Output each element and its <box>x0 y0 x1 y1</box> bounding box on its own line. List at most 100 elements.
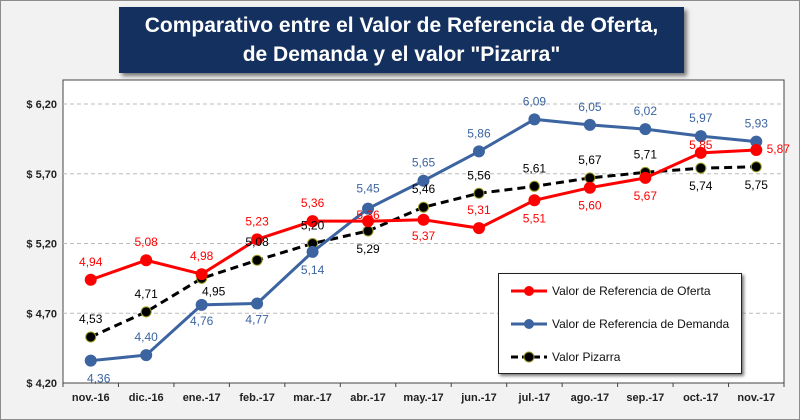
data-point <box>583 181 596 194</box>
data-point <box>418 201 429 213</box>
legend-label-demanda: Valor de Referencia de Demanda <box>552 317 730 331</box>
data-label: 5,86 <box>467 126 491 140</box>
x-tick-label: nov.-17 <box>737 392 775 404</box>
data-label: 5,97 <box>689 111 713 125</box>
data-point <box>695 162 707 174</box>
data-point <box>306 245 319 258</box>
data-point <box>528 194 541 207</box>
data-label: 5,60 <box>578 199 602 213</box>
y-tick-label: $ 4,70 <box>26 308 57 320</box>
data-label: 5,36 <box>301 196 325 210</box>
x-tick-label: jul.-17 <box>518 392 551 404</box>
data-label: 5,75 <box>745 178 769 192</box>
data-label: 5,65 <box>412 156 436 170</box>
chart-title: Comparativo entre el Valor de Referencia… <box>144 14 659 66</box>
data-point <box>750 135 763 148</box>
data-label: 5,74 <box>689 179 713 193</box>
x-tick-label: may.-17 <box>403 392 443 404</box>
data-label: 5,37 <box>412 229 436 243</box>
data-label: 5,45 <box>356 182 380 196</box>
legend-label-oferta: Valor de Referencia de Oferta <box>552 284 711 298</box>
x-tick-label: nov.-16 <box>72 392 110 404</box>
data-label: 5,93 <box>745 117 769 131</box>
data-point <box>362 215 375 228</box>
data-label: 5,85 <box>689 138 713 152</box>
data-point <box>473 187 485 199</box>
legend-item-pizarra: Valor Pizarra <box>509 347 620 367</box>
data-label: 5,71 <box>634 147 658 161</box>
data-label: 5,31 <box>467 203 491 217</box>
x-tick-label: oct.-17 <box>683 392 718 404</box>
data-point <box>84 354 97 367</box>
data-label: 4,36 <box>87 372 111 386</box>
x-tick-label: dic.-16 <box>129 392 164 404</box>
data-point <box>417 174 430 187</box>
data-point <box>528 113 541 126</box>
data-point <box>306 215 319 228</box>
x-tick-label: sep.-17 <box>626 392 664 404</box>
data-label: 5,14 <box>301 263 325 277</box>
data-point <box>140 306 152 318</box>
data-label: 5,36 <box>356 208 380 222</box>
y-tick-label: $ 5,20 <box>26 239 57 251</box>
data-point <box>472 222 485 235</box>
data-label: 6,09 <box>523 94 547 108</box>
data-point <box>694 130 707 143</box>
data-point <box>362 225 374 237</box>
x-tick-label: mar.-17 <box>293 392 332 404</box>
data-label: 4,76 <box>190 314 214 328</box>
data-point <box>694 146 707 159</box>
data-label: 5,67 <box>578 153 602 167</box>
data-point <box>251 254 263 266</box>
data-label: 6,05 <box>578 100 602 114</box>
data-label: 5,87 <box>767 142 791 156</box>
legend-marker-demanda <box>511 319 547 329</box>
data-point <box>251 233 264 246</box>
data-point <box>140 254 153 267</box>
chart-title-box: Comparativo entre el Valor de Referencia… <box>119 7 684 73</box>
data-point <box>417 213 430 226</box>
x-tick-label: abr.-17 <box>350 392 385 404</box>
data-point <box>584 172 596 184</box>
data-point <box>750 161 762 173</box>
data-label: 4,53 <box>79 312 103 326</box>
x-tick-label: ene.-17 <box>183 392 221 404</box>
x-tick-label: ago.-17 <box>571 392 610 404</box>
data-label: 5,61 <box>523 161 547 175</box>
x-tick-label: feb.-17 <box>239 392 274 404</box>
data-label: 4,40 <box>135 330 159 344</box>
x-tick-label: jun.-17 <box>460 392 496 404</box>
data-label: 5,20 <box>301 219 325 233</box>
y-tick-label: $ 4,20 <box>26 378 57 390</box>
data-point <box>362 202 375 215</box>
data-point <box>750 144 763 157</box>
data-label: 4,71 <box>135 287 159 301</box>
legend: Valor de Referencia de Oferta Valor de R… <box>498 273 742 374</box>
data-point <box>195 298 208 311</box>
data-label: 5,67 <box>634 189 658 203</box>
data-label: 5,51 <box>523 211 547 225</box>
data-label: 4,77 <box>245 312 269 326</box>
y-tick-label: $ 5,70 <box>26 169 57 181</box>
data-point <box>472 145 485 158</box>
legend-item-demanda: Valor de Referencia de Demanda <box>509 314 729 334</box>
data-point <box>528 180 540 192</box>
legend-marker-oferta <box>511 286 547 296</box>
legend-item-oferta: Valor de Referencia de Oferta <box>509 281 711 301</box>
data-label: 5,29 <box>356 242 380 256</box>
data-point <box>84 273 97 286</box>
data-label: 5,56 <box>467 168 491 182</box>
data-point <box>583 118 596 131</box>
data-point <box>639 171 652 184</box>
data-label: 4,95 <box>202 284 226 298</box>
data-label: 4,94 <box>79 255 103 269</box>
data-point <box>195 268 208 281</box>
data-label: 5,08 <box>245 235 269 249</box>
data-point <box>85 331 97 343</box>
data-label: 5,46 <box>412 182 436 196</box>
data-label: 6,02 <box>634 104 658 118</box>
data-point <box>639 123 652 136</box>
y-tick-label: $ 6,20 <box>26 99 57 111</box>
legend-label-pizarra: Valor Pizarra <box>552 350 621 364</box>
